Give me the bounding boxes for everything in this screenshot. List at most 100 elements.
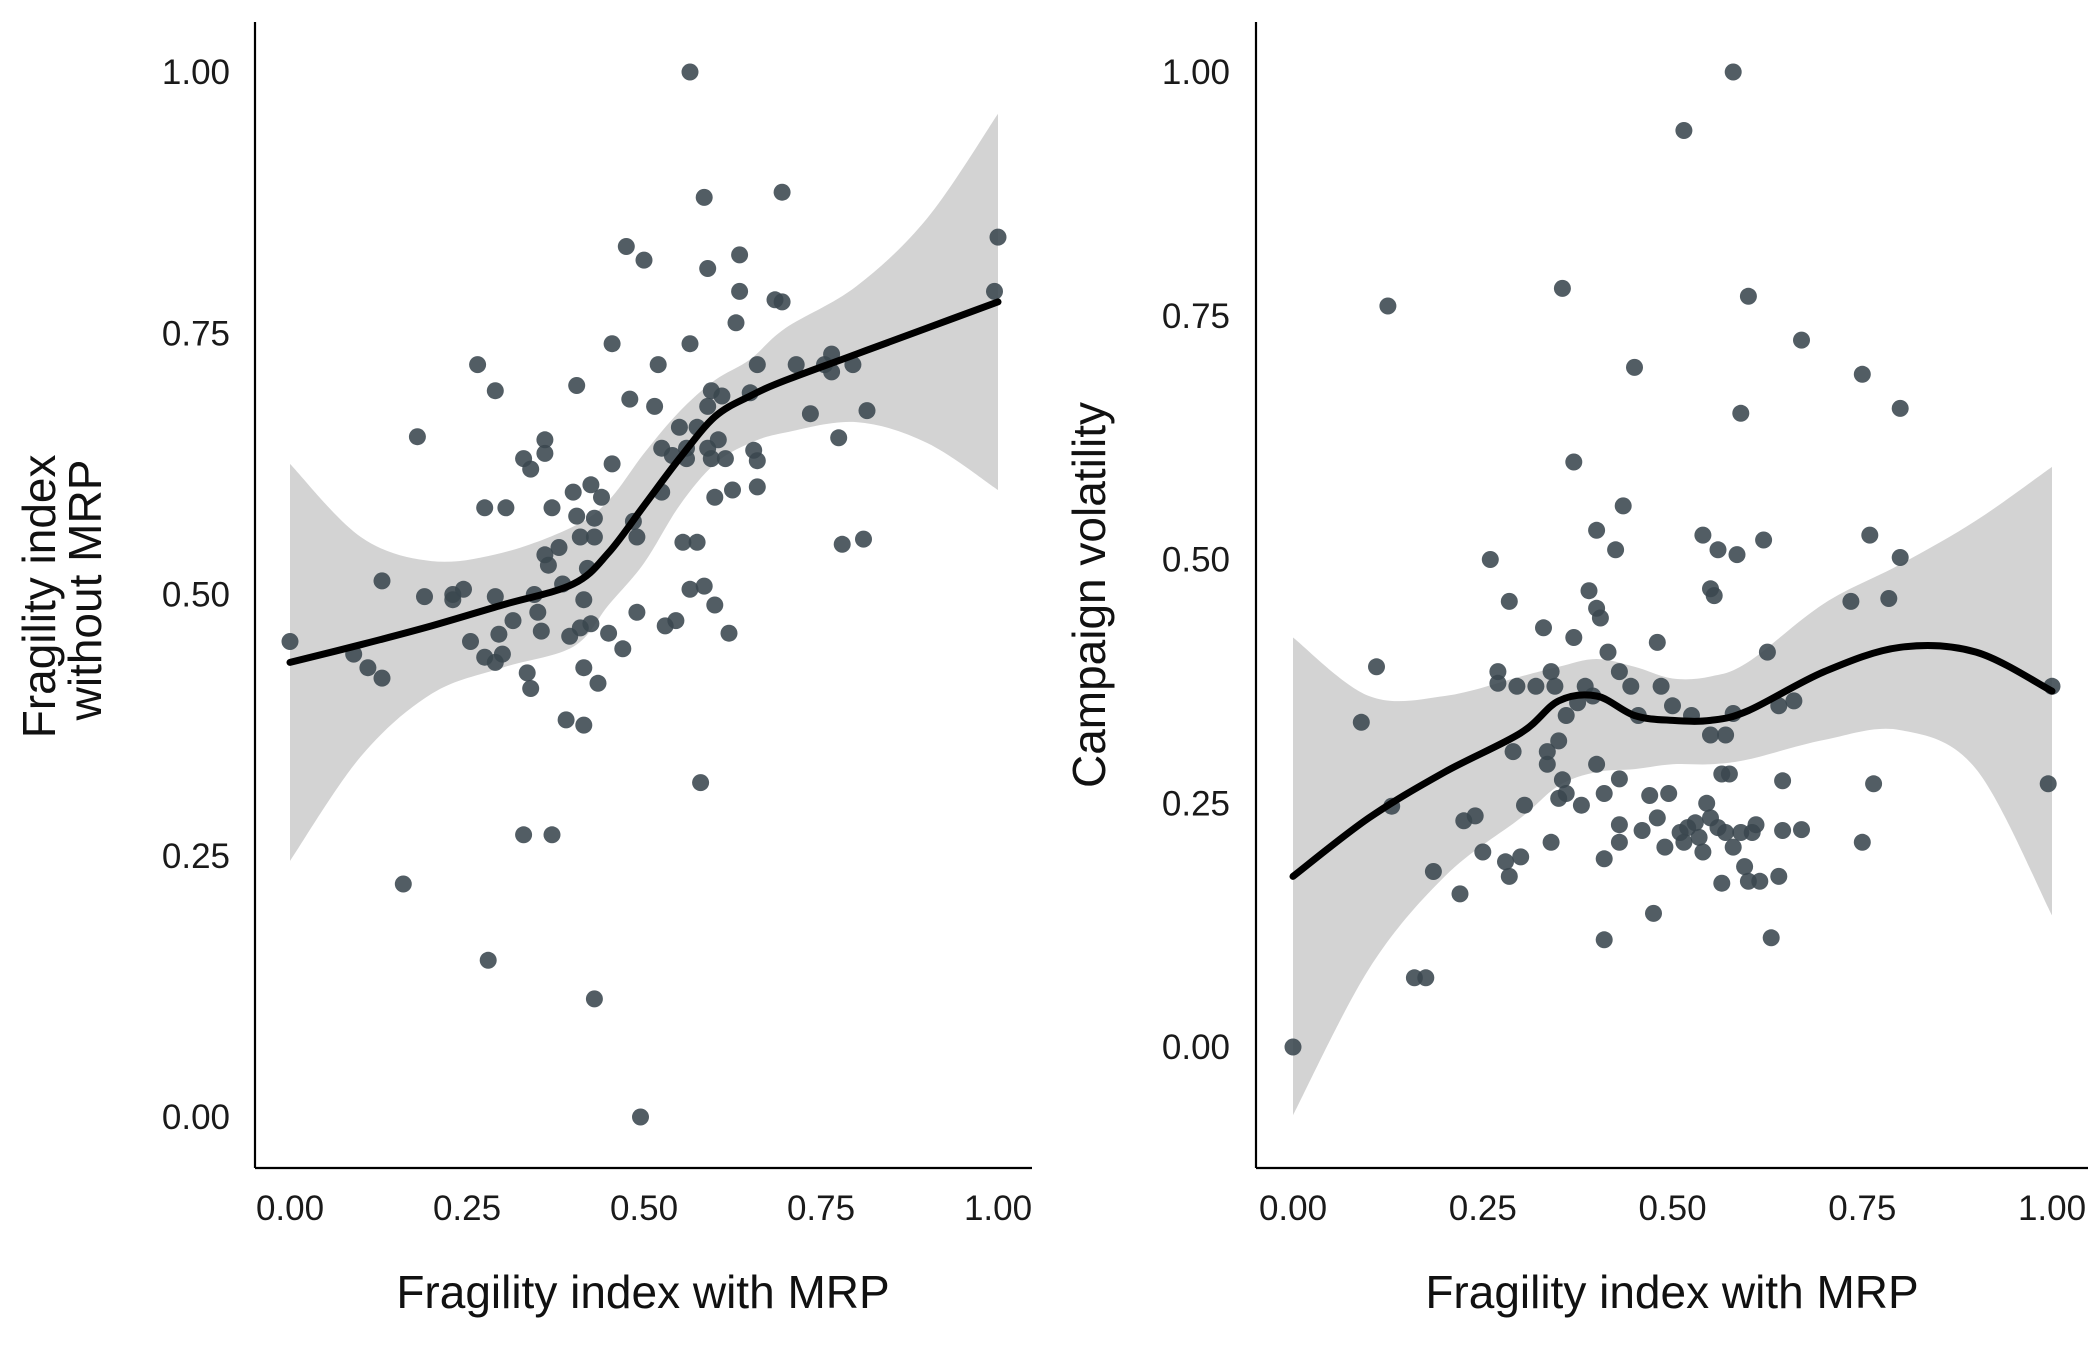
- right-x-tick-label: 0.75: [1828, 1189, 1896, 1228]
- left-data-point: [858, 402, 876, 420]
- right-data-point: [1785, 692, 1803, 710]
- left-data-point: [582, 476, 600, 494]
- left-data-point: [497, 499, 515, 517]
- right-data-point: [1694, 526, 1712, 544]
- right-data-point: [1842, 592, 1860, 610]
- right-data-point: [1607, 541, 1625, 559]
- left-data-point: [692, 774, 710, 792]
- left-data-point: [582, 615, 600, 633]
- right-data-point: [1633, 822, 1651, 839]
- right-data-point: [1660, 785, 1678, 802]
- left-data-point: [536, 444, 554, 462]
- left-data-point: [359, 659, 377, 677]
- right-data-point: [1732, 404, 1750, 422]
- right-data-point: [1352, 713, 1370, 731]
- right-smooth-line: [1289, 641, 2056, 880]
- right-y-ticks: 0.00 0.25 0.50 0.75 1.00: [1162, 53, 1230, 1067]
- right-data-point: [1720, 765, 1738, 783]
- right-data-point: [1557, 707, 1575, 724]
- right-y-axis-title: Campaign volatility: [1063, 402, 1115, 788]
- right-data-point: [1610, 833, 1628, 851]
- right-data-point: [1648, 633, 1666, 651]
- left-data-point: [833, 535, 851, 553]
- left-data-point: [589, 674, 607, 692]
- right-data-point: [1588, 521, 1606, 539]
- left-data-point: [493, 645, 511, 663]
- left-data-point: [617, 238, 635, 255]
- left-data-point: [550, 539, 568, 556]
- left-data-point: [855, 530, 872, 548]
- right-data-point: [1542, 833, 1560, 851]
- right-data-point: [1284, 1038, 1302, 1056]
- left-data-point: [575, 716, 593, 734]
- left-y-tick-label: 0.50: [162, 576, 230, 615]
- left-data-point: [603, 335, 621, 353]
- right-data-point: [1497, 853, 1514, 871]
- left-data-point: [515, 826, 533, 844]
- right-x-axis-title: Fragility index with MRP: [1425, 1266, 1918, 1318]
- right-data-point: [1512, 848, 1530, 866]
- left-confidence-ribbon: [290, 113, 998, 862]
- left-data-point: [731, 282, 749, 300]
- left-data-point: [702, 450, 720, 468]
- left-data-point: [674, 533, 692, 551]
- right-data-point: [1891, 399, 1909, 417]
- right-data-point: [1747, 816, 1765, 834]
- left-data-point: [695, 577, 713, 595]
- left-data-point: [731, 246, 749, 264]
- right-data-point: [1489, 663, 1507, 681]
- right-points-layer: [1284, 63, 2061, 1056]
- right-data-point: [1595, 785, 1613, 802]
- right-data-point: [1500, 867, 1518, 885]
- left-data-point: [649, 356, 667, 374]
- right-data-point: [1546, 677, 1564, 695]
- left-data-point: [706, 596, 724, 614]
- left-data-point: [564, 483, 582, 501]
- right-data-point: [1709, 541, 1727, 559]
- left-data-point: [585, 509, 603, 527]
- right-data-point: [1599, 643, 1617, 661]
- right-data-point: [1565, 629, 1583, 646]
- left-data-point: [635, 251, 653, 269]
- left-data-point: [688, 533, 706, 551]
- right-data-point: [1595, 850, 1613, 868]
- left-data-point: [681, 580, 699, 598]
- left-data-point: [748, 356, 766, 374]
- left-y-axis-title-line1: Fragility index: [13, 455, 65, 739]
- left-panel: 0.00 0.25 0.50 0.75 1.00 0.00 0.25 0.50 0.75 1.0…: [13, 22, 1032, 1318]
- right-data-point: [1758, 643, 1776, 661]
- left-data-point: [486, 382, 504, 400]
- left-data-point: [543, 499, 561, 517]
- left-data-point: [518, 664, 536, 682]
- left-data-point: [416, 588, 433, 606]
- left-data-point: [469, 356, 487, 374]
- left-data-point: [479, 951, 497, 969]
- right-data-point: [1466, 807, 1484, 825]
- left-data-point: [593, 488, 610, 506]
- right-data-point: [1686, 814, 1704, 832]
- left-data-point: [529, 603, 547, 621]
- right-data-point: [1538, 755, 1556, 773]
- left-data-point: [646, 397, 664, 415]
- right-data-point: [1690, 828, 1708, 846]
- right-data-point: [1527, 677, 1545, 695]
- right-data-point: [1572, 796, 1590, 814]
- left-data-point: [600, 624, 618, 642]
- left-data-point: [787, 356, 805, 374]
- left-data-point: [670, 418, 688, 436]
- left-data-point: [536, 431, 554, 449]
- right-data-point: [1736, 858, 1754, 876]
- left-data-point: [394, 875, 412, 893]
- left-data-point: [706, 488, 724, 506]
- right-data-point: [1774, 772, 1792, 790]
- left-data-point: [720, 624, 738, 642]
- left-data-point: [568, 507, 586, 525]
- left-data-point: [713, 387, 731, 405]
- right-data-point: [1702, 726, 1719, 744]
- right-data-point: [1626, 358, 1643, 376]
- right-data-point: [1557, 785, 1575, 802]
- left-data-point: [539, 556, 557, 574]
- left-x-tick-label: 1.00: [964, 1189, 1032, 1228]
- left-data-point: [628, 603, 646, 621]
- right-data-point: [1516, 796, 1533, 814]
